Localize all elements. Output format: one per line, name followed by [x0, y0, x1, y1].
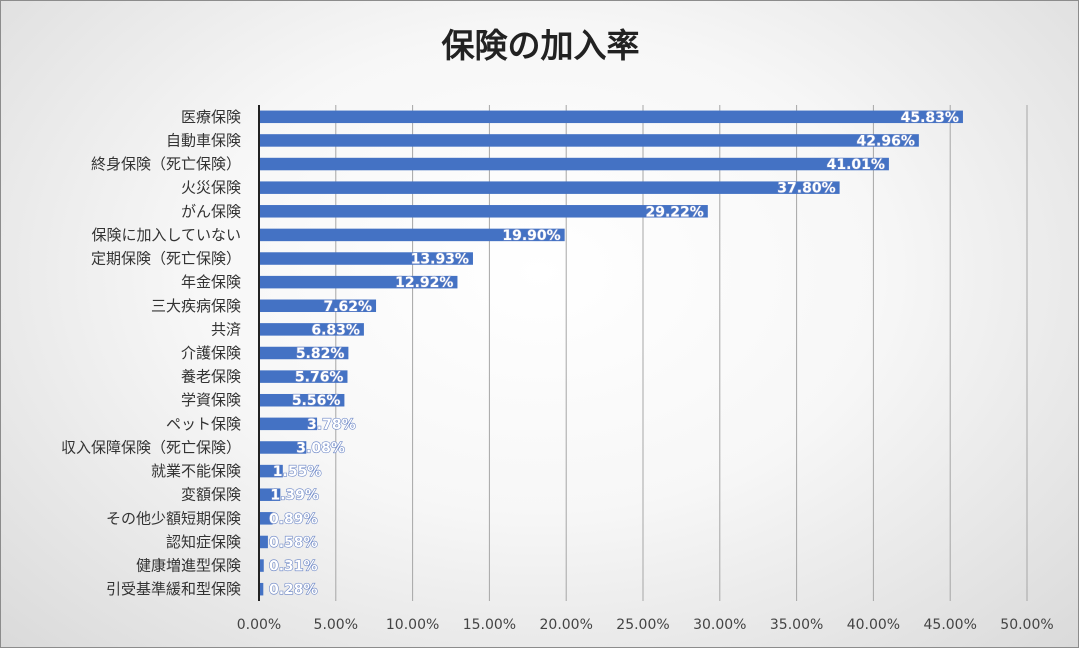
bar — [259, 157, 889, 171]
data-label: 0.89% — [269, 511, 318, 527]
bar — [259, 559, 264, 572]
x-tick-label: 35.00% — [770, 617, 823, 633]
data-label: 5.56% — [292, 393, 341, 409]
category-label: 終身保険（死亡保険） — [91, 155, 241, 173]
data-label: 12.92% — [395, 275, 453, 291]
category-label: 変額保険 — [181, 486, 241, 504]
bar — [259, 346, 349, 360]
data-label: 7.62% — [323, 299, 372, 315]
category-label: 火災保険 — [181, 179, 241, 197]
data-label: 0.58% — [269, 535, 318, 551]
data-label: 41.01% — [827, 157, 885, 173]
bar — [259, 535, 268, 549]
category-label: その他少額短期保険 — [106, 509, 241, 527]
bar — [259, 370, 348, 383]
chart-title: 保険の加入率 — [441, 26, 640, 65]
bar — [259, 417, 318, 431]
category-label: 引受基準緩和型保険 — [106, 580, 241, 598]
data-label: 29.22% — [646, 204, 704, 220]
data-label: 1.39% — [270, 488, 319, 504]
category-label: 学資保険 — [181, 391, 241, 409]
bar — [259, 299, 377, 313]
x-tick-label: 45.00% — [924, 617, 977, 633]
x-tick-label: 25.00% — [616, 617, 669, 633]
bar — [259, 488, 281, 501]
data-label: 5.76% — [295, 370, 344, 386]
category-label: 保険に加入していない — [91, 226, 241, 244]
bar — [259, 181, 840, 194]
x-tick-label: 5.00% — [314, 617, 358, 633]
category-label: 介護保険 — [181, 344, 241, 362]
x-tick-label: 10.00% — [386, 617, 439, 633]
bar — [259, 205, 708, 218]
data-label: 5.82% — [296, 346, 345, 362]
bar — [259, 393, 345, 407]
bar — [259, 252, 473, 265]
data-label: 37.80% — [777, 181, 835, 197]
bar — [259, 134, 919, 147]
bar — [259, 464, 283, 478]
category-label: 医療保険 — [181, 108, 241, 126]
bar — [259, 512, 273, 525]
category-label: 収入保障保険（死亡保険） — [61, 438, 241, 456]
category-label: 養老保険 — [181, 368, 241, 386]
bar — [259, 441, 307, 454]
data-label: 0.28% — [269, 582, 318, 598]
x-tick-label: 15.00% — [463, 617, 516, 633]
data-label: 6.83% — [311, 322, 360, 338]
data-label: 1.55% — [273, 464, 322, 480]
category-label: 健康増進型保険 — [136, 557, 241, 575]
category-label: 共済 — [211, 320, 241, 338]
category-label: 認知症保険 — [166, 533, 241, 551]
category-label: 三大疾病保険 — [151, 297, 241, 315]
x-tick-label: 0.00% — [237, 617, 281, 633]
bar — [259, 228, 565, 242]
category-label: 就業不能保険 — [151, 462, 241, 480]
x-tick-label: 50.00% — [1000, 617, 1053, 633]
data-label: 42.96% — [857, 133, 915, 149]
category-label: ペット保険 — [166, 415, 241, 433]
category-label: 定期保険（死亡保険） — [91, 250, 241, 268]
data-label: 0.31% — [269, 559, 318, 575]
category-label: 年金保険 — [181, 273, 241, 291]
bar — [259, 110, 963, 124]
data-label: 3.08% — [296, 440, 345, 456]
x-tick-label: 40.00% — [847, 617, 900, 633]
data-label: 13.93% — [411, 252, 469, 268]
category-label: 自動車保険 — [166, 131, 241, 149]
data-label: 3.78% — [307, 417, 356, 433]
bar — [259, 323, 364, 336]
category-label: がん保険 — [181, 202, 241, 220]
data-label: 19.90% — [502, 228, 560, 244]
data-label: 45.83% — [901, 110, 959, 126]
x-tick-label: 30.00% — [693, 617, 746, 633]
bar — [259, 275, 458, 289]
x-tick-label: 20.00% — [540, 617, 593, 633]
bar — [259, 582, 264, 596]
